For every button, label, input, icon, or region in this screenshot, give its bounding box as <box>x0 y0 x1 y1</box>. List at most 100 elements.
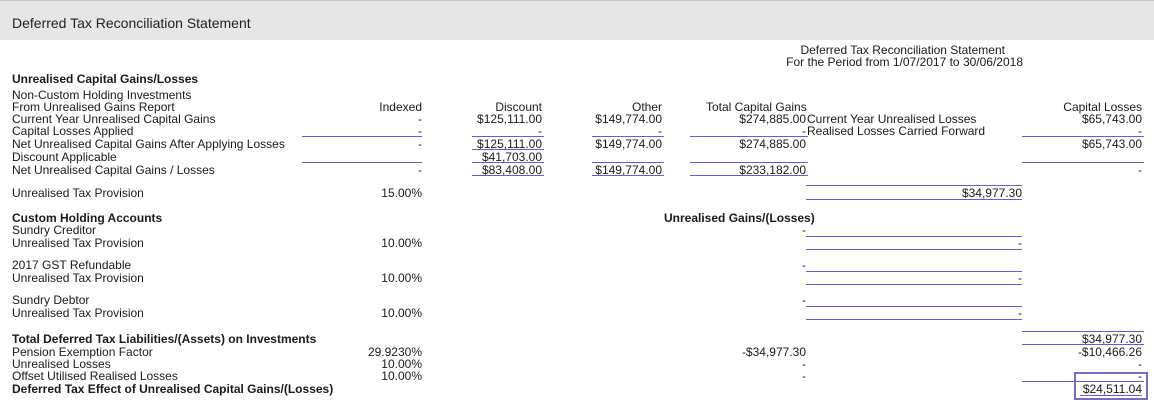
rule <box>806 284 1022 285</box>
rule <box>806 199 1022 200</box>
rule <box>806 271 1022 272</box>
group-gain: - <box>802 293 806 307</box>
cell-total-liabilities: $34,977.30 <box>1081 332 1142 346</box>
row-label-deferred-effect: Deferred Tax Effect of Unrealised Capita… <box>12 382 334 396</box>
rule <box>1022 381 1144 382</box>
section-heading-unrealised: Unrealised Capital Gains/Losses <box>12 72 199 86</box>
cell-cy-losses: $65,743.00 <box>1081 112 1142 126</box>
rule <box>472 136 544 137</box>
cell-cy-discount: $125,111.00 <box>477 112 542 126</box>
cell-la-indexed: - <box>418 124 422 138</box>
row-label-net-gains: Net Unrealised Capital Gains / Losses <box>12 163 215 177</box>
cell-la-other: - <box>658 124 662 138</box>
rule <box>690 162 808 163</box>
group-name: Sundry Creditor <box>12 223 97 237</box>
rule <box>806 249 1022 250</box>
cell-unrealised-losses-rate: 10.00% <box>381 357 422 371</box>
group-rate: 10.00% <box>381 236 422 250</box>
group-gain: - <box>802 223 806 237</box>
window-titlebar: Deferred Tax Reconciliation Statement <box>0 0 1154 40</box>
cell-cy-total: $274,885.00 <box>739 112 806 126</box>
row-label-provision: Unrealised Tax Provision <box>12 186 144 200</box>
group-rate: 10.00% <box>381 306 422 320</box>
group-value: - <box>1018 306 1022 320</box>
cell-offset-value: - <box>1138 369 1142 383</box>
rule <box>690 136 808 137</box>
cell-la-total: - <box>802 124 806 138</box>
group-name: 2017 GST Refundable <box>12 258 132 272</box>
mid-label-realised-cf: Realised Losses Carried Forward <box>807 124 986 138</box>
row-label-pension: Pension Exemption Factor <box>12 345 153 359</box>
rule <box>592 162 664 163</box>
rule <box>1080 395 1142 396</box>
row-label-offset: Offset Utilised Realised Losses <box>12 369 178 383</box>
report-title: Deferred Tax Reconciliation Statement <box>800 43 1005 57</box>
row-label-current-year: Current Year Unrealised Capital Gains <box>12 112 216 126</box>
cell-ng-other: $149,774.00 <box>595 163 662 177</box>
report-body: Deferred Tax Reconciliation Statement Fo… <box>0 40 1154 407</box>
group-value: - <box>1018 271 1022 285</box>
mid-label-cy-losses: Current Year Unrealised Losses <box>807 112 977 126</box>
rule <box>806 185 1022 186</box>
row-label-net-after-losses: Net Unrealised Capital Gains After Apply… <box>12 137 285 151</box>
rule <box>1022 331 1144 332</box>
group-prov-label: Unrealised Tax Provision <box>12 306 144 320</box>
cell-unrealised-losses-mid: - <box>802 357 806 371</box>
cell-offset-mid: - <box>802 369 806 383</box>
col-header-losses: Capital Losses <box>1063 100 1142 114</box>
row-label-losses-applied: Capital Losses Applied <box>12 124 134 138</box>
rule <box>592 136 664 137</box>
cell-pension-mid: -$34,977.30 <box>741 345 806 359</box>
cell-pension-rate: 29.9230% <box>367 345 422 359</box>
row-label-unrealised-losses: Unrealised Losses <box>12 357 111 371</box>
col-header-discount: Discount <box>495 100 542 114</box>
cell-la-losses: - <box>1138 124 1142 138</box>
rule <box>472 175 544 176</box>
rule <box>302 136 422 137</box>
rule <box>472 162 544 163</box>
row-label-total-liabilities: Total Deferred Tax Liabilities/(Assets) … <box>12 332 317 346</box>
rule <box>472 149 544 150</box>
rule <box>1022 344 1144 345</box>
window-title: Deferred Tax Reconciliation Statement <box>12 15 251 31</box>
cell-ng-discount: $83,408.00 <box>481 163 542 177</box>
cell-pension-value: -$10,466.26 <box>1077 345 1142 359</box>
cell-net-total: $274,885.00 <box>739 137 806 151</box>
group-prov-label: Unrealised Tax Provision <box>12 236 144 250</box>
cell-unrealised-losses-value: - <box>1138 357 1142 371</box>
section-heading-custom: Custom Holding Accounts <box>12 211 163 225</box>
cell-offset-rate: 10.00% <box>381 369 422 383</box>
group-rate: 10.00% <box>381 271 422 285</box>
rule <box>302 162 422 163</box>
cell-ng-losses: - <box>1138 163 1142 177</box>
sub-from-report: From Unrealised Gains Report <box>12 100 175 114</box>
cell-net-losses: $65,743.00 <box>1081 137 1142 151</box>
group-value: - <box>1018 236 1022 250</box>
group-name: Sundry Debtor <box>12 293 90 307</box>
rule <box>592 175 664 176</box>
cell-cy-other: $149,774.00 <box>595 112 662 126</box>
cell-deferred-effect: $24,511.04 <box>1082 382 1142 396</box>
highlight-box <box>1074 372 1148 400</box>
group-prov-label: Unrealised Tax Provision <box>12 271 144 285</box>
group-gain: - <box>802 258 806 272</box>
cell-net-discount: $125,111.00 <box>477 137 542 151</box>
rule <box>806 319 1022 320</box>
sub-noncustom: Non-Custom Holding Investments <box>12 88 192 102</box>
rule <box>806 236 1022 237</box>
cell-cy-indexed: - <box>418 112 422 126</box>
cell-ng-total: $233,182.00 <box>739 163 806 177</box>
rule <box>690 175 808 176</box>
rule <box>806 306 1022 307</box>
cell-provision-value: $34,977.30 <box>961 186 1022 200</box>
cell-ng-indexed: - <box>418 163 422 177</box>
rule <box>1022 136 1144 137</box>
report-period: For the Period from 1/07/2017 to 30/06/2… <box>786 55 1023 69</box>
col-header-total: Total Capital Gains <box>706 100 807 114</box>
rule <box>1022 162 1144 163</box>
cell-net-indexed: - <box>418 137 422 151</box>
cell-la-discount: - <box>538 124 542 138</box>
col-header-unrealised-gains: Unrealised Gains/(Losses) <box>664 211 815 225</box>
cell-provision-rate: 15.00% <box>381 186 422 200</box>
cell-net-other: $149,774.00 <box>595 137 662 151</box>
